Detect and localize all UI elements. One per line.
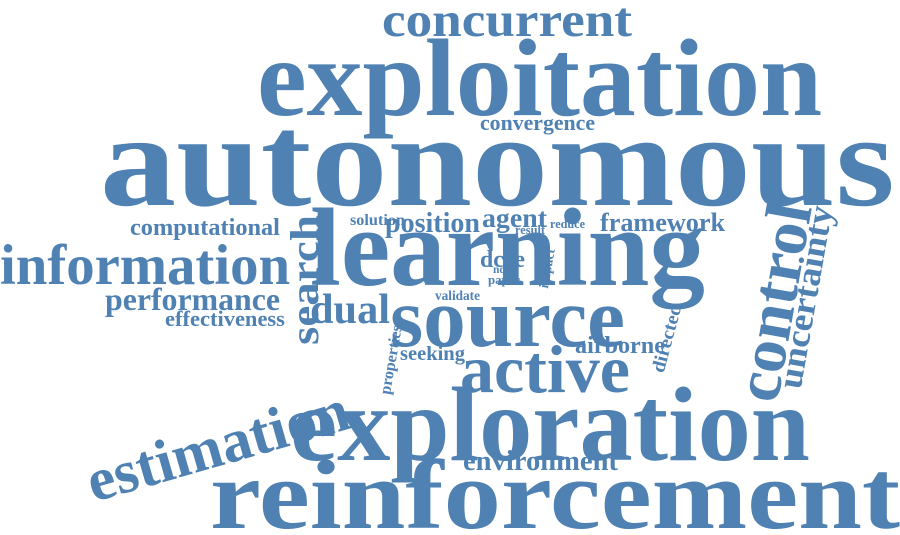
word-exploration: exploration [290,366,810,485]
word-agent: agent [482,203,547,235]
word-validate: validate [435,288,480,304]
word-convergence: convergence [480,111,595,136]
word-effectiveness: effectiveness [165,305,285,331]
word-source: source [390,271,625,366]
word-exploitation: exploitation [257,15,823,139]
word-information: information [0,233,291,297]
word-performance: performance [105,282,280,318]
word-learning: learning [310,187,705,311]
word-solution: solution [350,210,405,229]
word-reinforcement: reinforcement [210,441,900,535]
word-seeking: seeking [400,342,465,365]
word-position: position [385,207,480,239]
word-computational: computational [130,213,280,241]
word-autonomous: autonomous [100,86,895,234]
word-noise: noise [493,263,518,276]
word-concurrent: concurrent [382,0,633,47]
word-airborne: airborne [575,331,665,359]
word-environment: environment [463,445,618,477]
word-framework: framework [600,207,726,237]
word-active: active [460,330,630,407]
word-paper: paper [488,272,520,287]
word-result: result [515,223,546,238]
word-dual: dual [310,285,390,333]
word-reduce: reduce [550,216,585,231]
word-dcee: dcee [480,247,525,274]
